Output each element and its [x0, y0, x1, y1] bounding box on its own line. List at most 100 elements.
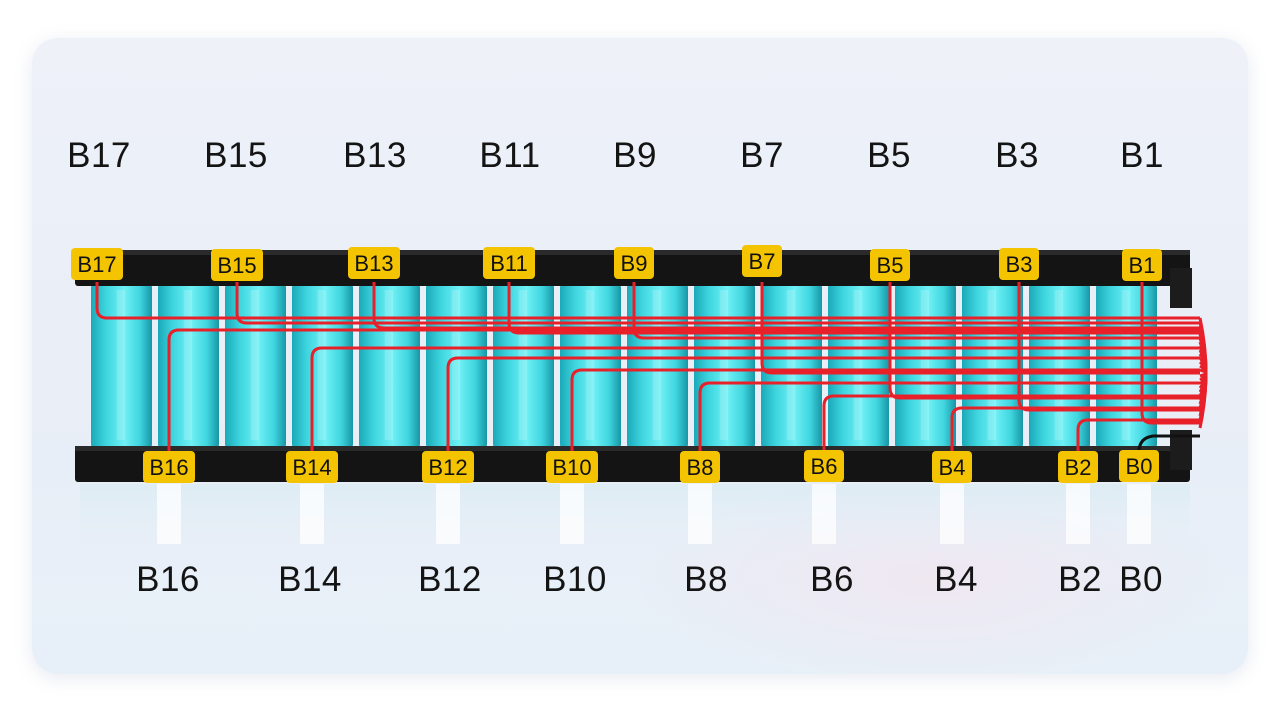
- tag-background: [614, 247, 654, 279]
- tag-background: [483, 247, 535, 279]
- top-label-b9: B9: [613, 136, 657, 175]
- top-label-b13: B13: [343, 136, 407, 175]
- tag-label: B8: [687, 455, 714, 480]
- cell-highlight: [1121, 290, 1131, 440]
- wire-top-b17: [95, 282, 1200, 320]
- reflection-post: [157, 484, 181, 544]
- reflection-post: [940, 484, 964, 544]
- bottom-label-b12: B12: [418, 560, 482, 599]
- tag-label: B2: [1065, 455, 1092, 480]
- top-tag-b17: B17: [71, 248, 123, 280]
- reflection-post: [1066, 484, 1090, 544]
- top-tag-b1: B1: [1122, 249, 1162, 281]
- top-tag-b9: B9: [614, 247, 654, 279]
- wire-bottom-b4: [950, 406, 1200, 452]
- bottom-label-b16: B16: [136, 560, 200, 599]
- end-cap-top: [1170, 268, 1192, 308]
- bottom-tag-b8: B8: [680, 451, 720, 483]
- cell-highlight: [853, 290, 863, 440]
- bottom-label-b0: B0: [1119, 560, 1163, 599]
- bottom-tag-b14: B14: [286, 451, 338, 483]
- bottom-tag-b2: B2: [1058, 451, 1098, 483]
- top-tag-b15: B15: [211, 249, 263, 281]
- bottom-label-b14: B14: [278, 560, 342, 599]
- tag-background: [804, 450, 844, 482]
- battery-cell: [158, 282, 219, 450]
- balance-wires: [95, 282, 1200, 453]
- cell-highlight: [719, 290, 729, 440]
- top-label-b1: B1: [1120, 136, 1164, 175]
- tag-label: B14: [292, 455, 331, 480]
- bottom-label-b8: B8: [684, 560, 728, 599]
- reflection-post: [1127, 484, 1151, 544]
- tag-label: B4: [939, 455, 966, 480]
- bottom-tag-b10: B10: [546, 451, 598, 483]
- cell-highlight: [652, 290, 662, 440]
- tag-label: B10: [552, 455, 591, 480]
- bottom-tag-b6: B6: [804, 450, 844, 482]
- cell-highlight: [116, 290, 126, 440]
- reflection-post: [436, 484, 460, 544]
- tag-label: B0: [1126, 454, 1153, 479]
- cell-highlight: [786, 290, 796, 440]
- cell-highlight: [250, 290, 260, 440]
- top-label-b7: B7: [740, 136, 784, 175]
- cell-highlight: [183, 290, 193, 440]
- tag-label: B11: [490, 251, 528, 276]
- bottom-tag-b0: B0: [1119, 450, 1159, 482]
- cell-highlight: [317, 290, 327, 440]
- reflection-post: [812, 484, 836, 544]
- tag-background: [680, 451, 720, 483]
- harness-loop: [1199, 368, 1208, 378]
- tag-label: B6: [811, 454, 838, 479]
- wire-bottom-b6: [822, 394, 1200, 452]
- tag-label: B7: [749, 249, 776, 274]
- top-label-b15: B15: [204, 136, 268, 175]
- battery-cell: [91, 282, 152, 450]
- tag-background: [286, 451, 338, 483]
- top-tag-b7: B7: [742, 245, 782, 277]
- bottom-label-b10: B10: [543, 560, 607, 599]
- wire-top-b15: [235, 282, 1200, 325]
- tag-label: B3: [1006, 252, 1033, 277]
- cell-highlight: [585, 290, 595, 440]
- cell-highlight: [518, 290, 528, 440]
- reflection-post: [688, 484, 712, 544]
- wire-bottom-b10: [570, 368, 1200, 452]
- tag-background: [211, 249, 263, 281]
- tag-background: [71, 248, 123, 280]
- cell-highlight: [987, 290, 997, 440]
- tag-label: B16: [149, 455, 188, 480]
- tag-background: [742, 245, 782, 277]
- tag-background: [143, 451, 195, 483]
- wire-top-b13: [372, 282, 1200, 330]
- pack-reflection: [80, 484, 1190, 564]
- top-label-b3: B3: [995, 136, 1039, 175]
- top-tag-b3: B3: [999, 248, 1039, 280]
- top-label-b5: B5: [867, 136, 911, 175]
- wire-bottom-b8: [698, 381, 1200, 452]
- tag-background: [932, 451, 972, 483]
- tag-label: B1: [1129, 253, 1156, 278]
- tag-label: B17: [77, 252, 116, 277]
- reflection-posts: [157, 484, 1151, 544]
- wire-bottom-b2: [1076, 418, 1200, 452]
- top-tag-b11: B11: [483, 247, 535, 279]
- wire-bottom-b16: [167, 328, 1200, 452]
- wire-bottom-b12: [446, 356, 1200, 452]
- cells: [91, 282, 1157, 450]
- cell-highlight: [384, 290, 394, 440]
- tag-background: [1058, 451, 1098, 483]
- bottom-holder-edge: [75, 446, 1190, 451]
- wire-top-b9: [632, 282, 1200, 340]
- tag-background: [870, 249, 910, 281]
- bottom-tag-b16: B16: [143, 451, 195, 483]
- wire-harness: [1198, 317, 1208, 429]
- tag-label: B13: [354, 251, 393, 276]
- tags: B17 B15 B13 B11 B9 B7 B5 B3 B1 B16 B14 B12 B10 B8 B6 B4…: [71, 245, 1162, 483]
- tag-background: [348, 247, 400, 279]
- reflection-post: [560, 484, 584, 544]
- bottom-holder: [75, 446, 1190, 482]
- bottom-tag-b12: B12: [422, 451, 474, 483]
